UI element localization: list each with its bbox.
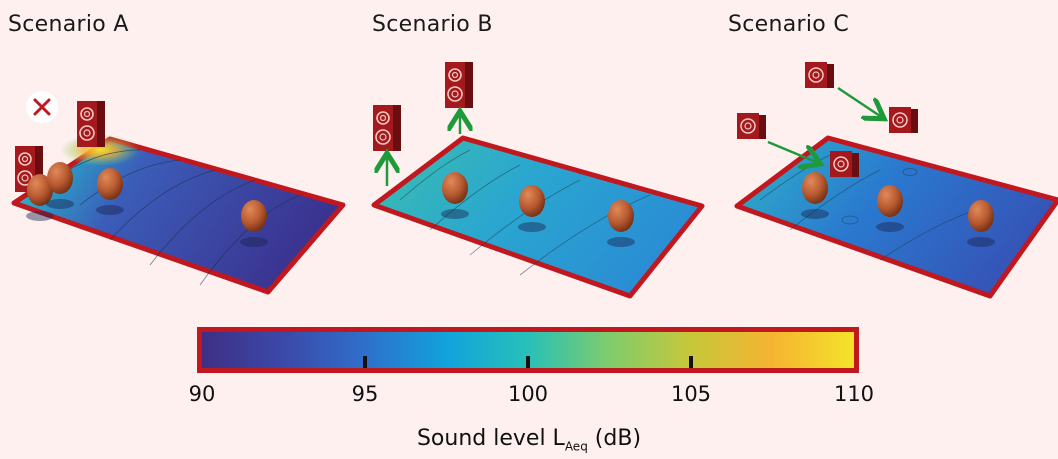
listener-head-icon [876, 185, 904, 232]
speaker-icon [829, 150, 860, 178]
colorbar-tick-label: 95 [351, 382, 379, 406]
scenario-a-title: Scenario A [8, 12, 129, 37]
colorbar-tick-label: 105 [670, 382, 712, 406]
colorbar-tick [363, 356, 367, 368]
speaker-icon [76, 100, 106, 148]
scenario-a-diagram [11, 91, 346, 295]
axis-label-main: Sound level L [416, 426, 565, 451]
listener-head-icon [801, 172, 829, 219]
speaker-icon [736, 112, 767, 140]
contours-a [59, 149, 301, 286]
listener-head-icon [96, 168, 124, 215]
colorbar-tick-label: 110 [833, 382, 875, 406]
axis-label-unit: (dB) [587, 426, 642, 451]
colorbar-tick [689, 356, 693, 368]
floor-b [371, 135, 705, 299]
scenario-c-title: Scenario C [728, 12, 849, 37]
arrow-icon [767, 140, 816, 162]
colorbar-tick-label: 90 [188, 382, 216, 406]
colorbar [197, 327, 859, 373]
scenario-b-diagram [371, 61, 705, 299]
scenario-diagrams [11, 61, 1058, 299]
colorbar-axis-label: Sound level LAeq (dB) [0, 426, 1058, 453]
listener-head-icon [967, 200, 995, 247]
arrow-icon [837, 86, 880, 116]
speaker-icon [888, 106, 919, 134]
floor-a [11, 136, 346, 295]
listener-head-icon [46, 162, 74, 209]
axis-label-sub: Aeq [564, 439, 588, 454]
floor-c [734, 135, 1058, 299]
scenario-c-diagram [734, 61, 1058, 299]
speaker-icon [372, 104, 402, 152]
listener-head-icon [518, 185, 546, 232]
cross-icon [26, 91, 58, 123]
colorbar-tick [526, 356, 530, 368]
speaker-icon [444, 61, 474, 109]
colorbar-tick-label: 100 [507, 382, 549, 406]
listener-head-icon [240, 200, 268, 247]
speaker-icon [804, 61, 835, 89]
scenario-b-title: Scenario B [372, 12, 493, 37]
listener-head-icon [441, 172, 469, 219]
listener-head-icon [607, 200, 635, 247]
